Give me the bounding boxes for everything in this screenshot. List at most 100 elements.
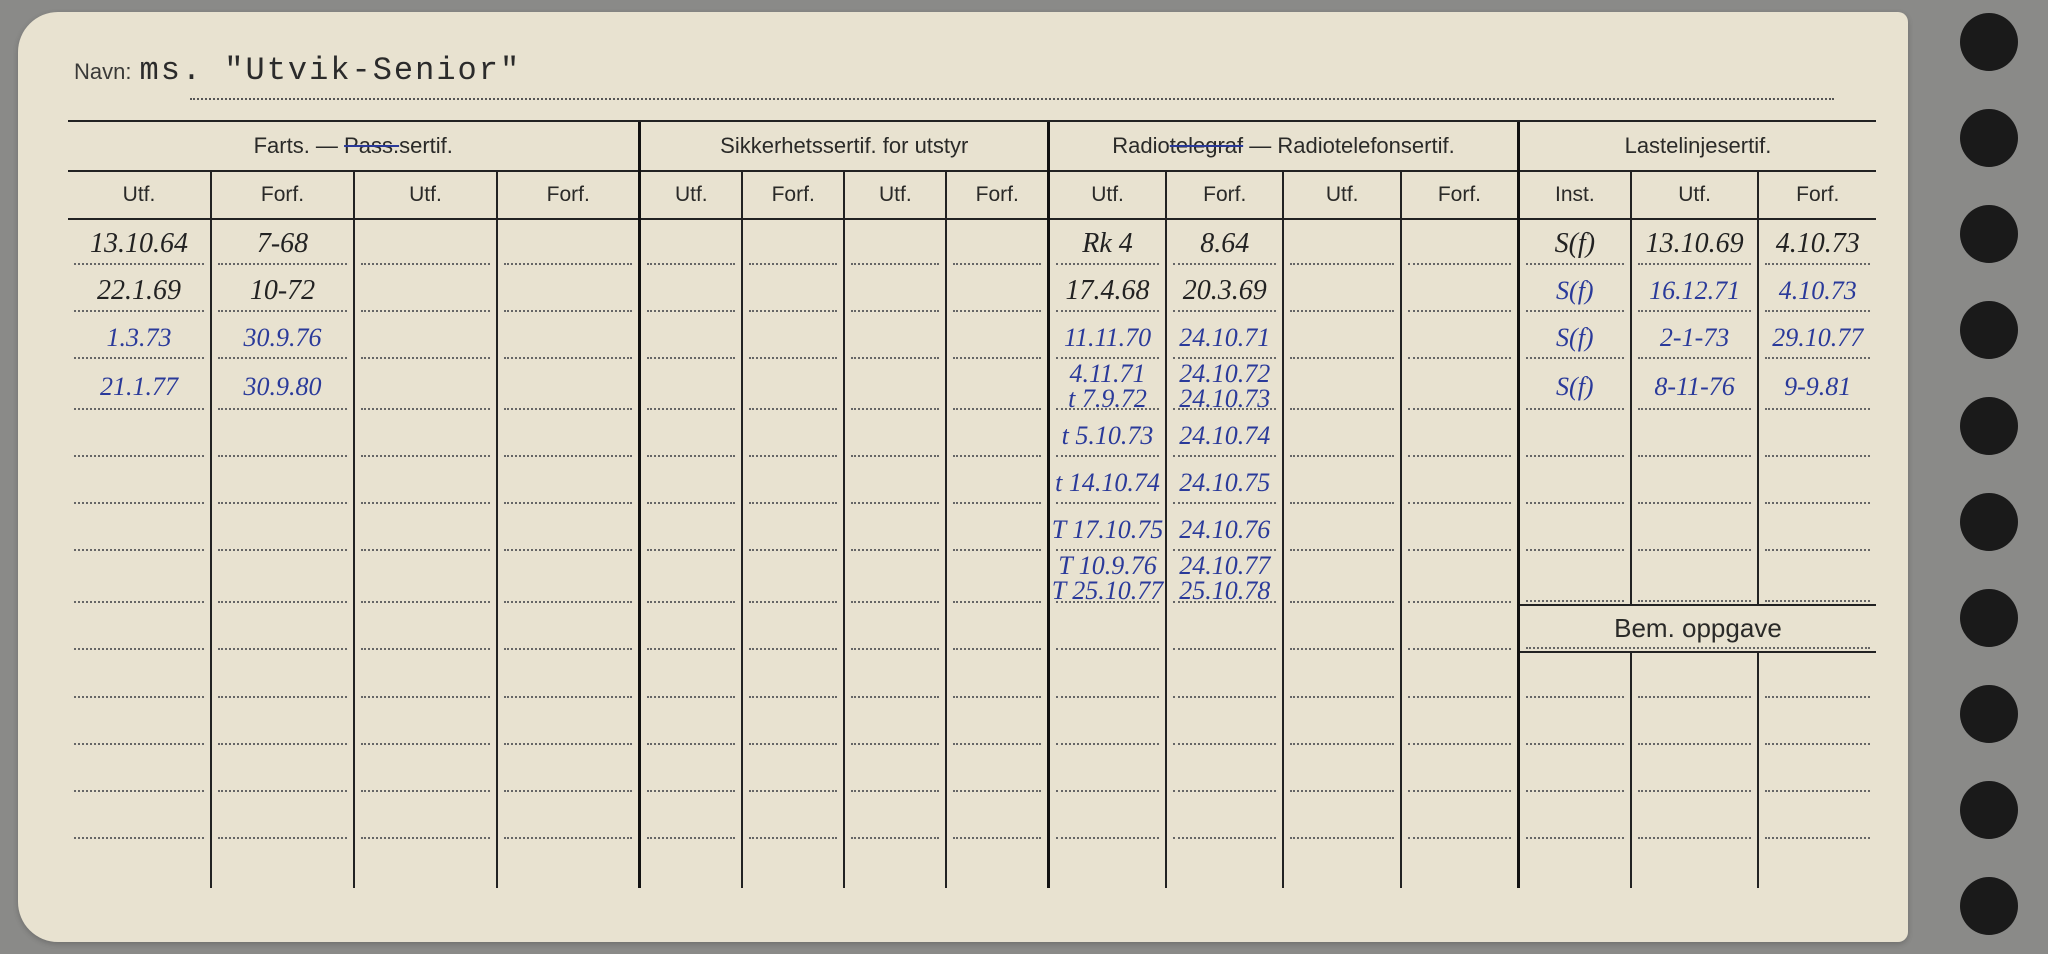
- cell: [211, 506, 354, 553]
- cell: [844, 267, 946, 314]
- cell: [1401, 652, 1519, 700]
- cell: [1631, 506, 1759, 553]
- cell: [497, 700, 640, 747]
- cell: [640, 700, 742, 747]
- cell: [497, 314, 640, 361]
- cell: [844, 314, 946, 361]
- cell: [354, 605, 497, 652]
- cell: [946, 700, 1048, 747]
- handwritten-value: 1.3.73: [106, 323, 171, 352]
- cell: [1049, 747, 1166, 794]
- punch-holes: [1928, 0, 2048, 954]
- cell: [497, 747, 640, 794]
- sub-header-row: Utf. Forf. Utf. Forf. Utf. Forf. Utf. Fo…: [68, 171, 1876, 219]
- cell: t 5.10.73: [1049, 412, 1166, 459]
- cell: 2-1-73: [1631, 314, 1759, 361]
- cell: 9-9.81: [1758, 361, 1876, 412]
- cell: [1049, 605, 1166, 652]
- table-row: 1.3.7330.9.7611.11.7024.10.71S(f)2-1-732…: [68, 314, 1876, 361]
- table-row: 13.10.647-68Rk 48.64S(f)13.10.694.10.73: [68, 219, 1876, 267]
- cell: [1283, 553, 1400, 604]
- cell: [640, 219, 742, 267]
- group-radio: Radiotelegraf — Radiotelefonsertif.: [1049, 122, 1519, 171]
- punch-hole: [1960, 301, 2018, 359]
- navn-underline: [190, 98, 1834, 100]
- cell: [844, 605, 946, 652]
- cell: [742, 412, 844, 459]
- cell: [1401, 553, 1519, 604]
- cell: [742, 459, 844, 506]
- table-body: 13.10.647-68Rk 48.64S(f)13.10.694.10.732…: [68, 219, 1876, 888]
- handwritten-value: 17.4.68: [1066, 275, 1150, 306]
- cell: [946, 652, 1048, 700]
- handwritten-value: 9-9.81: [1784, 372, 1851, 401]
- handwritten-value: 4.10.73: [1776, 228, 1860, 259]
- cell: 16.12.71: [1631, 267, 1759, 314]
- table-row: T 10.9.76T 25.10.7724.10.7725.10.78: [68, 553, 1876, 604]
- handwritten-value: S(f): [1556, 372, 1594, 401]
- sub-sikker-forf2: Forf.: [946, 171, 1048, 219]
- cell: [354, 219, 497, 267]
- cell: [1758, 747, 1876, 794]
- cell: [640, 267, 742, 314]
- sub-radio-utf2: Utf.: [1283, 171, 1400, 219]
- cell: [640, 314, 742, 361]
- certificate-table: Farts. — Pass.sertif. Sikkerhetssertif. …: [68, 122, 1876, 888]
- cell: [946, 794, 1048, 841]
- cell: [844, 553, 946, 604]
- cell: [946, 361, 1048, 412]
- cell: [946, 553, 1048, 604]
- cell: [1401, 841, 1519, 888]
- sub-farts-forf2: Forf.: [497, 171, 640, 219]
- cell: [946, 267, 1048, 314]
- cell: [742, 794, 844, 841]
- cell: T 10.9.76T 25.10.77: [1049, 553, 1166, 604]
- sub-laste-inst: Inst.: [1518, 171, 1630, 219]
- cell: [1401, 605, 1519, 652]
- cell: [1283, 700, 1400, 747]
- cell: [497, 459, 640, 506]
- punch-hole: [1960, 397, 2018, 455]
- cell: [1401, 459, 1519, 506]
- cell: [497, 267, 640, 314]
- cell: [1283, 267, 1400, 314]
- handwritten-value: 16.12.71: [1649, 276, 1740, 305]
- cell: [640, 361, 742, 412]
- cell: [1631, 459, 1759, 506]
- cell: 7-68: [211, 219, 354, 267]
- cell: [844, 652, 946, 700]
- cell: [1166, 794, 1283, 841]
- sub-radio-utf1: Utf.: [1049, 171, 1166, 219]
- cell: [1283, 459, 1400, 506]
- cell: [742, 841, 844, 888]
- cell: [1401, 314, 1519, 361]
- handwritten-value: 10-72: [250, 275, 315, 306]
- cell: [354, 841, 497, 888]
- handwritten-value: 20.3.69: [1183, 275, 1267, 306]
- cell: [946, 506, 1048, 553]
- strike-telegraf: telegraf: [1170, 133, 1243, 158]
- cell: [68, 506, 211, 553]
- cell: 20.3.69: [1166, 267, 1283, 314]
- cell: [742, 553, 844, 604]
- cell: Rk 4: [1049, 219, 1166, 267]
- cell: 24.10.7224.10.73: [1166, 361, 1283, 412]
- cell: S(f): [1518, 267, 1630, 314]
- group-header-row: Farts. — Pass.sertif. Sikkerhetssertif. …: [68, 122, 1876, 171]
- cell: [1401, 267, 1519, 314]
- cell: [1758, 412, 1876, 459]
- cell: [1401, 506, 1519, 553]
- cell: [1758, 553, 1876, 604]
- cell: [211, 553, 354, 604]
- cell: [1518, 459, 1630, 506]
- strike-pass: Pass.: [344, 133, 399, 158]
- cell: 24.10.76: [1166, 506, 1283, 553]
- cell: [640, 841, 742, 888]
- cell: [68, 605, 211, 652]
- cell: [844, 361, 946, 412]
- cell: [1166, 652, 1283, 700]
- cell: [742, 506, 844, 553]
- cell: S(f): [1518, 361, 1630, 412]
- sub-laste-utf: Utf.: [1631, 171, 1759, 219]
- cell: [844, 412, 946, 459]
